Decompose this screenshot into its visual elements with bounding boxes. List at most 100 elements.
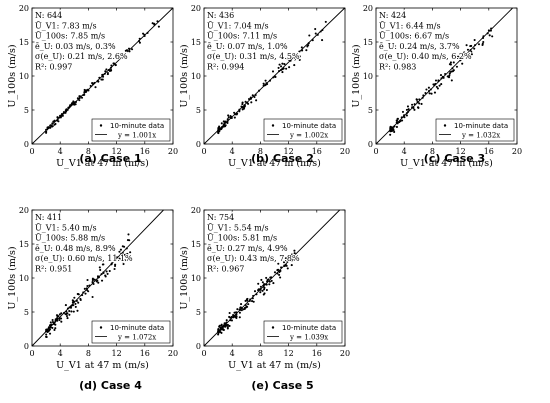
y-tick-label: 5 — [196, 308, 201, 317]
x-tick-label: 0 — [29, 147, 34, 156]
data-point — [465, 44, 468, 47]
data-point — [449, 61, 452, 64]
data-point — [48, 329, 51, 332]
annotation-line: R²: 0.951 — [35, 265, 72, 274]
data-point — [101, 263, 104, 266]
fit-line — [31, 7, 174, 145]
x-tick-label: 8 — [86, 147, 91, 156]
x-tick-label: 20 — [512, 147, 522, 156]
data-point — [447, 76, 451, 79]
y-axis-label: U_100s (m/s) — [179, 44, 190, 107]
legend-marker — [99, 124, 103, 127]
x-tick-label: 12 — [112, 147, 122, 156]
data-point — [64, 304, 67, 307]
data-point — [238, 316, 241, 319]
data-point — [49, 321, 52, 324]
data-point — [232, 314, 235, 317]
data-point — [222, 328, 225, 331]
data-point — [244, 299, 247, 302]
data-point — [277, 262, 280, 265]
annotation-line: Ū_V1: 6.44 m/s — [379, 21, 441, 30]
data-point — [461, 62, 464, 65]
data-point — [324, 20, 327, 23]
annotation-line: R²: 0.997 — [35, 63, 72, 72]
x-axis-label: U_V1 at 47 m (m/s) — [228, 360, 321, 371]
data-point — [439, 74, 443, 77]
data-point — [396, 119, 399, 122]
legend-marker — [271, 124, 275, 127]
data-point — [65, 312, 68, 316]
data-point — [406, 105, 410, 108]
x-tick-label: 20 — [340, 147, 350, 156]
legend-label-fit: y = 1.001x — [117, 132, 156, 140]
data-point — [251, 300, 254, 303]
data-point — [97, 281, 100, 284]
data-point — [265, 289, 268, 292]
data-point — [306, 45, 309, 48]
data-point — [438, 84, 441, 87]
panel-caption: (e) Case 5 — [251, 379, 313, 392]
data-point — [314, 32, 317, 35]
data-point — [470, 44, 473, 48]
x-tick-label: 4 — [230, 147, 235, 156]
annotation-line: R²: 0.994 — [207, 63, 244, 72]
data-point — [217, 132, 220, 135]
data-point — [407, 108, 410, 111]
data-point — [121, 260, 125, 263]
data-point — [65, 314, 69, 318]
y-axis-label: U_100s (m/s) — [7, 44, 18, 107]
data-point — [94, 86, 97, 89]
data-point — [123, 259, 127, 262]
y-tick-label: 20 — [19, 206, 29, 215]
x-tick-label: 8 — [430, 147, 435, 156]
y-tick-label: 15 — [19, 240, 29, 249]
x-axis-label: U_V1 at 47 m (m/s) — [228, 158, 321, 169]
data-point — [293, 64, 296, 67]
data-point — [226, 326, 229, 329]
data-point — [395, 125, 398, 129]
y-tick-label: 20 — [19, 4, 29, 13]
annotation-line: ē_U: 0.24 m/s, 3.7% — [379, 42, 460, 51]
data-point — [228, 324, 231, 328]
data-point — [261, 281, 264, 284]
data-point — [261, 289, 264, 292]
data-point — [235, 315, 238, 318]
data-point — [477, 43, 481, 46]
data-point — [241, 101, 244, 104]
annotation-line: ē_U: 0.07 m/s, 1.0% — [207, 42, 288, 51]
panel-caption: (a) Case 1 — [79, 152, 141, 165]
data-point — [448, 72, 451, 75]
data-point — [390, 130, 393, 133]
data-point — [228, 311, 231, 315]
x-tick-label: 12 — [284, 349, 294, 358]
y-axis-label: U_100s (m/s) — [179, 246, 190, 309]
data-point — [401, 119, 404, 122]
data-point — [298, 58, 301, 61]
data-point — [488, 34, 491, 37]
data-point — [283, 63, 286, 66]
x-tick-label: 20 — [340, 349, 350, 358]
scatter-series — [217, 20, 327, 135]
data-point — [466, 55, 469, 58]
data-point — [98, 266, 101, 269]
data-point — [87, 290, 90, 293]
data-point — [300, 46, 303, 49]
data-point — [238, 311, 241, 314]
x-axis-label: U_V1 at 47 m (m/s) — [56, 360, 149, 371]
data-point — [225, 319, 228, 322]
data-point — [481, 43, 484, 47]
annotation-line: N: 436 — [207, 11, 234, 20]
data-point — [76, 309, 79, 312]
data-point — [45, 131, 48, 134]
data-point — [285, 264, 288, 267]
y-tick-label: 10 — [19, 72, 29, 81]
legend-label-data: 10-minute data — [110, 324, 164, 332]
data-point — [127, 233, 130, 236]
legend-label-fit: y = 1.002x — [289, 132, 328, 140]
data-point — [264, 79, 267, 82]
data-point — [235, 113, 238, 116]
data-point — [126, 252, 129, 255]
data-point — [286, 257, 289, 260]
